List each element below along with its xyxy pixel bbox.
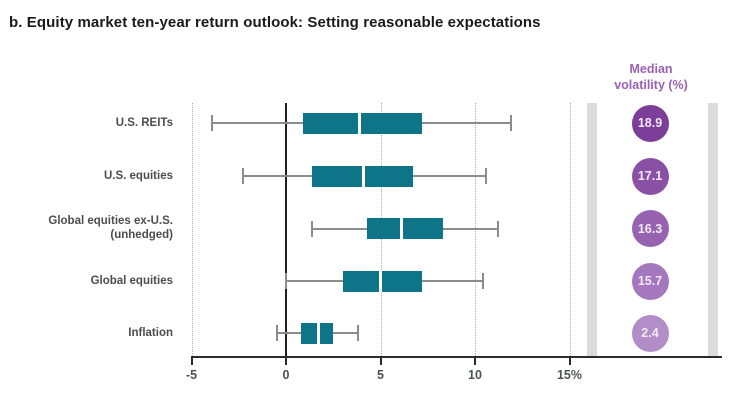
whisker-cap-low [241, 168, 244, 184]
x-axis-tick [379, 358, 382, 365]
side-band [708, 103, 718, 356]
zero-reference-line [285, 103, 287, 358]
x-axis-tick-label: 15% [556, 368, 583, 382]
gridline [475, 103, 476, 356]
chart-title: b. Equity market ten-year return outlook… [9, 14, 541, 31]
category-label: Inflation [128, 326, 173, 339]
x-axis-line [191, 356, 722, 358]
whisker-cap-high [509, 115, 512, 131]
gridline [191, 103, 193, 356]
whisker-cap-low [311, 220, 314, 237]
x-axis-tick-label: 0 [282, 368, 290, 382]
whisker-cap-high [485, 168, 488, 184]
x-axis-tick [285, 358, 287, 365]
whisker-cap-low [211, 115, 214, 131]
x-axis-tick-label: -5 [185, 368, 198, 382]
volatility-badge: 2.4 [631, 314, 669, 352]
median-line [358, 112, 362, 134]
box [342, 270, 423, 292]
x-axis-tick [568, 358, 571, 365]
x-axis-tick [190, 358, 193, 365]
category-label: Global equities [90, 274, 173, 287]
whisker-cap-high [496, 220, 499, 237]
category-label: Global equities ex-U.S. (unhedged) [48, 214, 173, 242]
category-label: U.S. REITs [115, 116, 173, 129]
box [367, 218, 443, 239]
volatility-column-header: Median volatility (%) [614, 62, 688, 93]
box [303, 112, 423, 134]
whisker-cap-low [275, 325, 278, 341]
side-band [587, 103, 597, 356]
median-line [399, 218, 403, 239]
x-axis-tick-label: 5 [377, 368, 384, 382]
x-axis-tick [474, 358, 476, 365]
volatility-badge: 16.3 [631, 210, 669, 247]
volatility-badge: 17.1 [631, 157, 669, 195]
median-line [379, 270, 382, 292]
median-line [361, 165, 365, 187]
whisker-cap-low [285, 273, 287, 289]
category-label: U.S. equities [103, 169, 173, 182]
whisker-cap-high [481, 273, 484, 289]
median-line [316, 322, 320, 344]
gridline [569, 103, 571, 356]
whisker-cap-high [356, 325, 359, 341]
volatility-badge: 18.9 [631, 104, 669, 142]
volatility-badge: 15.7 [631, 262, 669, 300]
x-axis-tick-label: 10 [468, 368, 482, 382]
